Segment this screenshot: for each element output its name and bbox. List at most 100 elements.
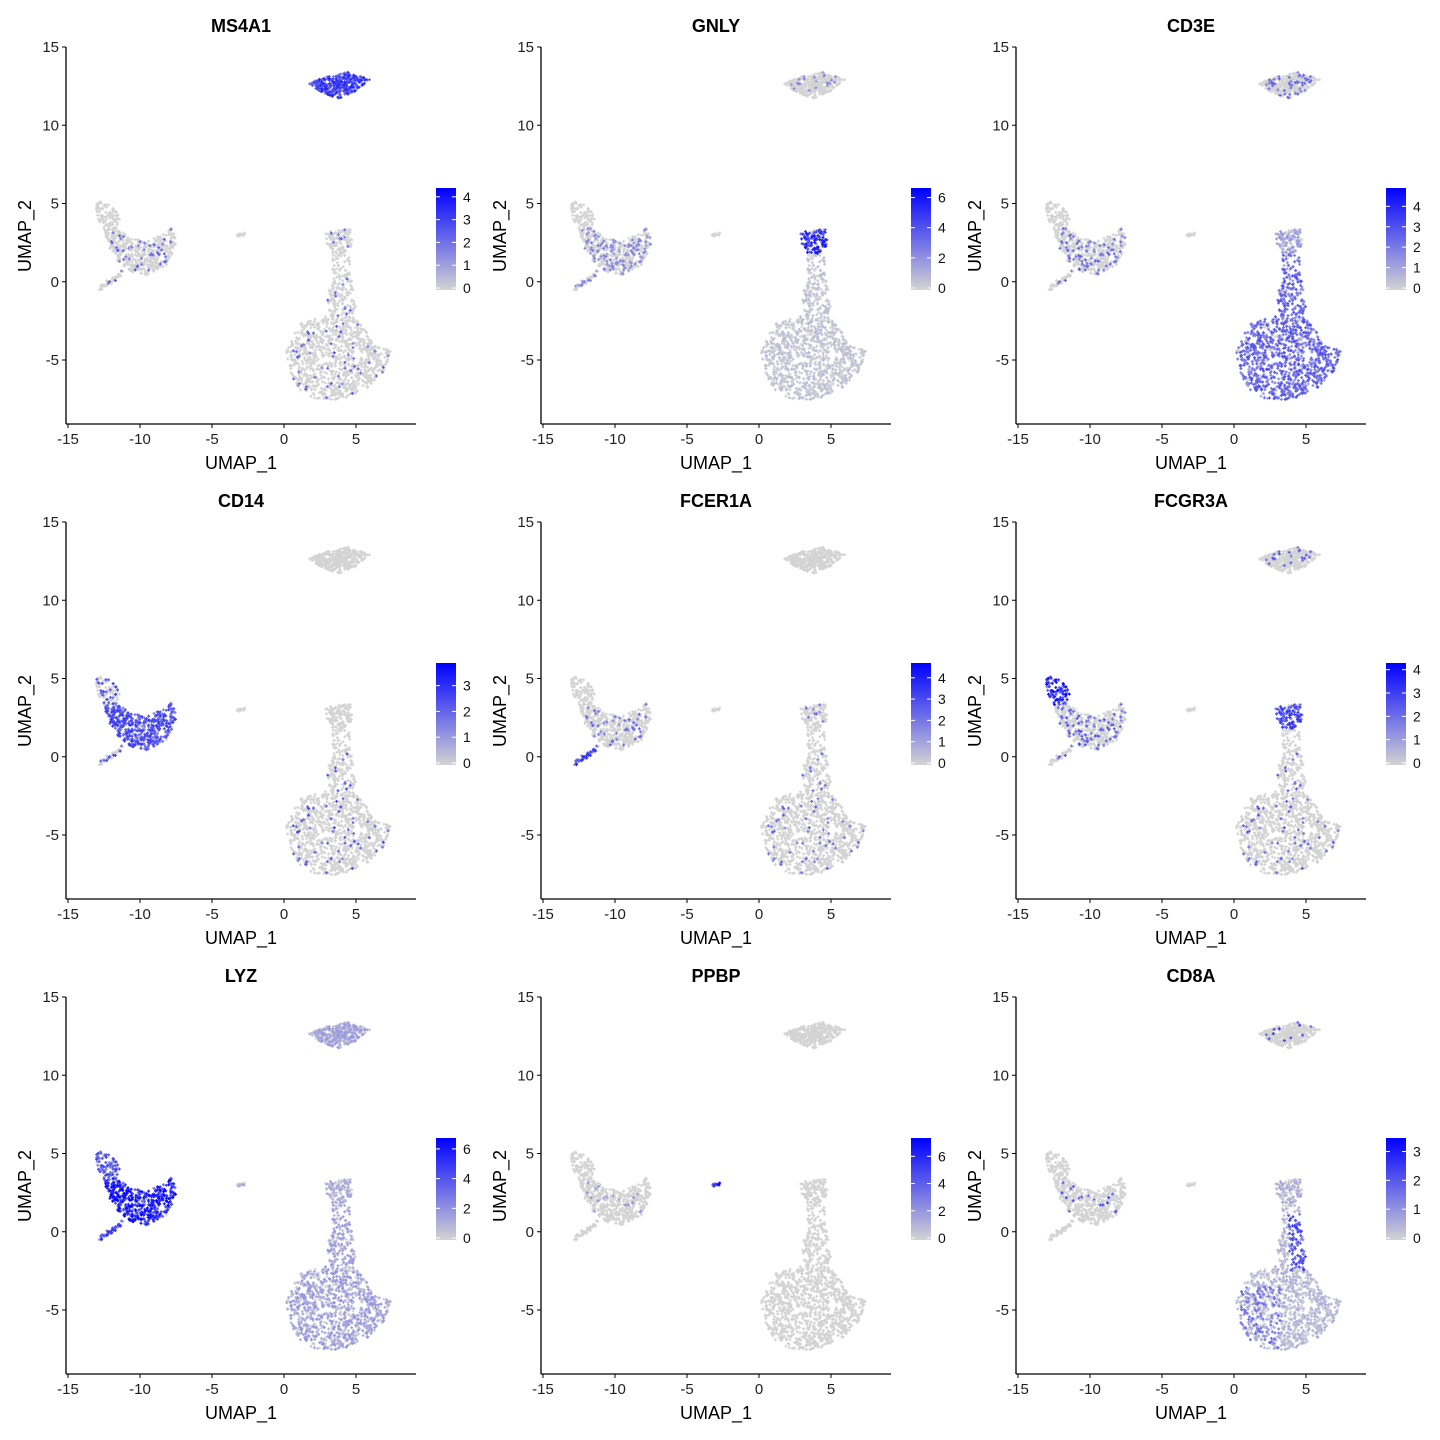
cell-point [602,239,606,243]
cell-point [347,278,351,282]
cell-point [813,299,816,303]
cell-point [775,325,779,329]
cell-point [357,377,361,381]
cell-point [810,275,814,279]
cell-point [572,202,576,206]
cell-point [842,368,846,372]
cell-point [626,263,630,267]
cell-point [820,277,824,281]
cell-point [808,355,812,359]
cell-point [112,249,116,253]
cell-point [809,77,813,81]
cell-point [807,297,811,301]
cell-point [1307,85,1311,89]
cell-point [795,364,799,368]
cell-point [572,217,575,221]
cell-point [384,362,388,366]
cell-point [761,349,765,352]
cell-point [111,231,115,235]
cell-point [313,388,317,392]
cell-point [106,234,110,238]
cell-point [297,382,301,386]
cell-point [153,257,157,261]
cell-point [342,76,346,80]
cell-point [606,257,610,261]
cell-point [589,217,593,221]
cell-point [841,378,845,382]
cell-point [821,236,825,239]
cell-point [321,392,325,396]
feature-plot-gnly: GNLY -15 -10 -5 0 5 -5 0 5 10 15 UMAP_1 UMAP_2 0 2 4 6 [475,0,950,475]
cell-point [818,295,822,299]
y-tick-label: 10 [517,117,534,134]
cell-point [341,288,345,292]
cell-point [331,253,335,257]
cell-point [112,208,116,212]
plot-title: CD3E [1167,16,1215,36]
cell-point [812,336,816,340]
cell-point [601,246,605,250]
cell-point [351,316,355,320]
cell-point [346,292,350,296]
cell-point [346,346,350,349]
cell-point [339,80,343,84]
cell-point [136,244,140,248]
feature-plot-ms4a1: MS4A1 -15 -10 -5 0 5 -5 0 5 10 15 UMAP_1 UMAP_2 0 1 2 3 4 [0,0,475,475]
cell-point [822,278,826,282]
cell-point [326,366,330,370]
cell-point [822,337,826,340]
cell-point [788,355,792,359]
cell-point [589,251,592,255]
cell-point [806,253,810,257]
cell-point [332,342,336,346]
cell-point [639,233,643,237]
cell-point [571,213,575,217]
cell-point [352,357,356,360]
cell-point [622,263,626,267]
cell-point [337,381,341,385]
cell-point [350,238,354,242]
cell-point [822,358,825,362]
cell-point [818,75,822,79]
cell-point [817,89,821,93]
cell-point [305,362,309,366]
cell-point [793,78,796,82]
cell-point [579,215,583,219]
cell-point [346,228,350,232]
cell-point [334,254,338,258]
cell-point [811,388,815,392]
cell-point [343,307,347,311]
cell-point [110,241,114,245]
cell-point [1056,213,1060,217]
cell-point [156,265,160,269]
cell-point [1293,75,1297,79]
cell-point [624,252,628,256]
cell-point [805,362,809,366]
cell-point [575,288,578,292]
cell-point [147,259,151,263]
cell-point [610,249,614,253]
cell-point [796,392,800,396]
cell-point [807,89,811,93]
cell-point [765,373,769,376]
cell-point [847,357,851,361]
cell-point [97,217,100,221]
cell-point [102,285,106,288]
cell-point [133,268,137,272]
cell-point [810,82,814,86]
cell-point [639,259,643,263]
cell-point [339,242,343,246]
cell-point [789,375,793,379]
cell-point [361,378,365,382]
cell-point [359,371,363,375]
cell-point [110,235,113,239]
cell-point [343,295,347,299]
cell-point [316,323,320,326]
cell-point [1304,82,1308,86]
cell-point [816,322,820,326]
cell-point [605,262,609,266]
cell-point [854,352,858,356]
cell-point [767,358,771,362]
cell-point [776,362,780,366]
